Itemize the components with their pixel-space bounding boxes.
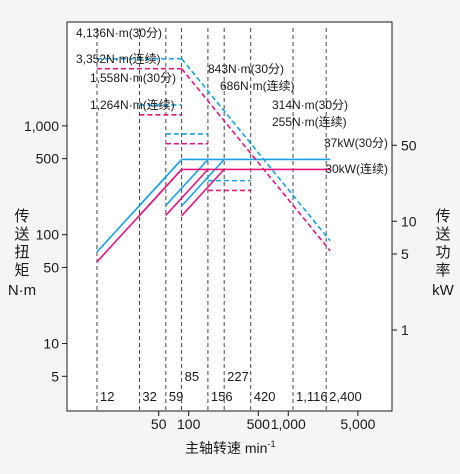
torque-limit-label: 1,264N·m(连续)	[90, 97, 175, 112]
power-curves	[96, 57, 331, 263]
speed-reference-label: 1,116	[296, 389, 328, 404]
speed-reference-label: 59	[169, 389, 183, 404]
power-ramp-line	[165, 168, 209, 216]
torque-limit-label: 686N·m(连续)	[220, 78, 295, 93]
x-tick-label: 50	[151, 416, 167, 432]
right-axis-title-char: 率	[435, 262, 450, 279]
left-axis-unit: N·m	[8, 282, 36, 299]
left-axis-title-char: 矩	[14, 262, 29, 279]
torque-limit-label: 3,352N·m(连续)	[76, 51, 161, 66]
torque-limit-label: 4,136N·m(30分)	[76, 26, 162, 40]
power-ramp-line	[181, 158, 225, 207]
speed-reference-label: 420	[254, 389, 276, 404]
y-right-tick-label: 50	[401, 137, 417, 153]
x-tick-label: 100	[177, 416, 201, 432]
y-left-tick-label: 10	[43, 336, 59, 352]
speed-reference-label: 32	[142, 389, 156, 404]
right-axis-title-char: 功	[435, 244, 450, 261]
y-left-tick-label: 1,000	[24, 118, 59, 134]
speed-reference-label: 12	[100, 389, 114, 404]
y-left-tick-label: 5	[51, 368, 59, 384]
right-axis-title: 传 送 功 率 kW	[432, 208, 455, 299]
right-axis-title-char: 送	[435, 226, 450, 243]
y-right-tick-label: 10	[401, 213, 417, 229]
power-curve-label: 37kW(30分)	[324, 136, 388, 150]
left-axis-title-char: 扭	[14, 244, 29, 261]
right-axis-unit: kW	[432, 282, 455, 299]
torque-limit-label: 255N·m(连续)	[272, 114, 347, 129]
power-ramp-line	[165, 158, 209, 206]
torque-limit-label: 1,558N·m(30分)	[90, 71, 176, 85]
left-axis-title-char: 传	[14, 208, 29, 225]
power-ramp-line	[138, 168, 183, 217]
torque-limit-label: 843N·m(30分)	[208, 62, 284, 76]
left-axis-title-char: 送	[14, 226, 29, 243]
x-axis-title: 主轴转速 min-1	[185, 439, 275, 456]
power-ramp-line	[138, 158, 183, 207]
speed-reference-label: 2,400	[329, 389, 362, 404]
torque-falloff-line	[181, 68, 331, 252]
chart-frame	[66, 21, 393, 412]
y-left-tick-label: 100	[36, 227, 60, 243]
y-left-tick-label: 50	[43, 259, 59, 275]
speed-reference-label: 227	[227, 369, 249, 384]
y-right-tick-label: 1	[401, 322, 409, 338]
left-axis-title: 传 送 扭 矩 N·m	[8, 208, 36, 299]
speed-reference-label: 156	[211, 389, 233, 404]
power-ramp-line	[181, 168, 225, 217]
torque-falloff-line	[181, 58, 331, 242]
y-left-tick-label: 500	[36, 151, 60, 167]
plot-area	[66, 21, 393, 412]
right-axis-title-char: 传	[435, 208, 450, 225]
speed-reference-label: 85	[185, 369, 199, 384]
curve-labels: 4,136N·m(30分) 3,352N·m(连续) 1,558N·m(30分) 1,…	[76, 26, 388, 176]
x-tick-label: 1,000	[271, 416, 306, 432]
x-tick-label: 5,000	[340, 416, 375, 432]
x-tick-label: 500	[247, 416, 271, 432]
torque-limit-label: 314N·m(30分)	[272, 98, 348, 112]
power-curve-label: 30kW(连续)	[325, 161, 388, 176]
y-right-tick-label: 5	[401, 246, 409, 262]
